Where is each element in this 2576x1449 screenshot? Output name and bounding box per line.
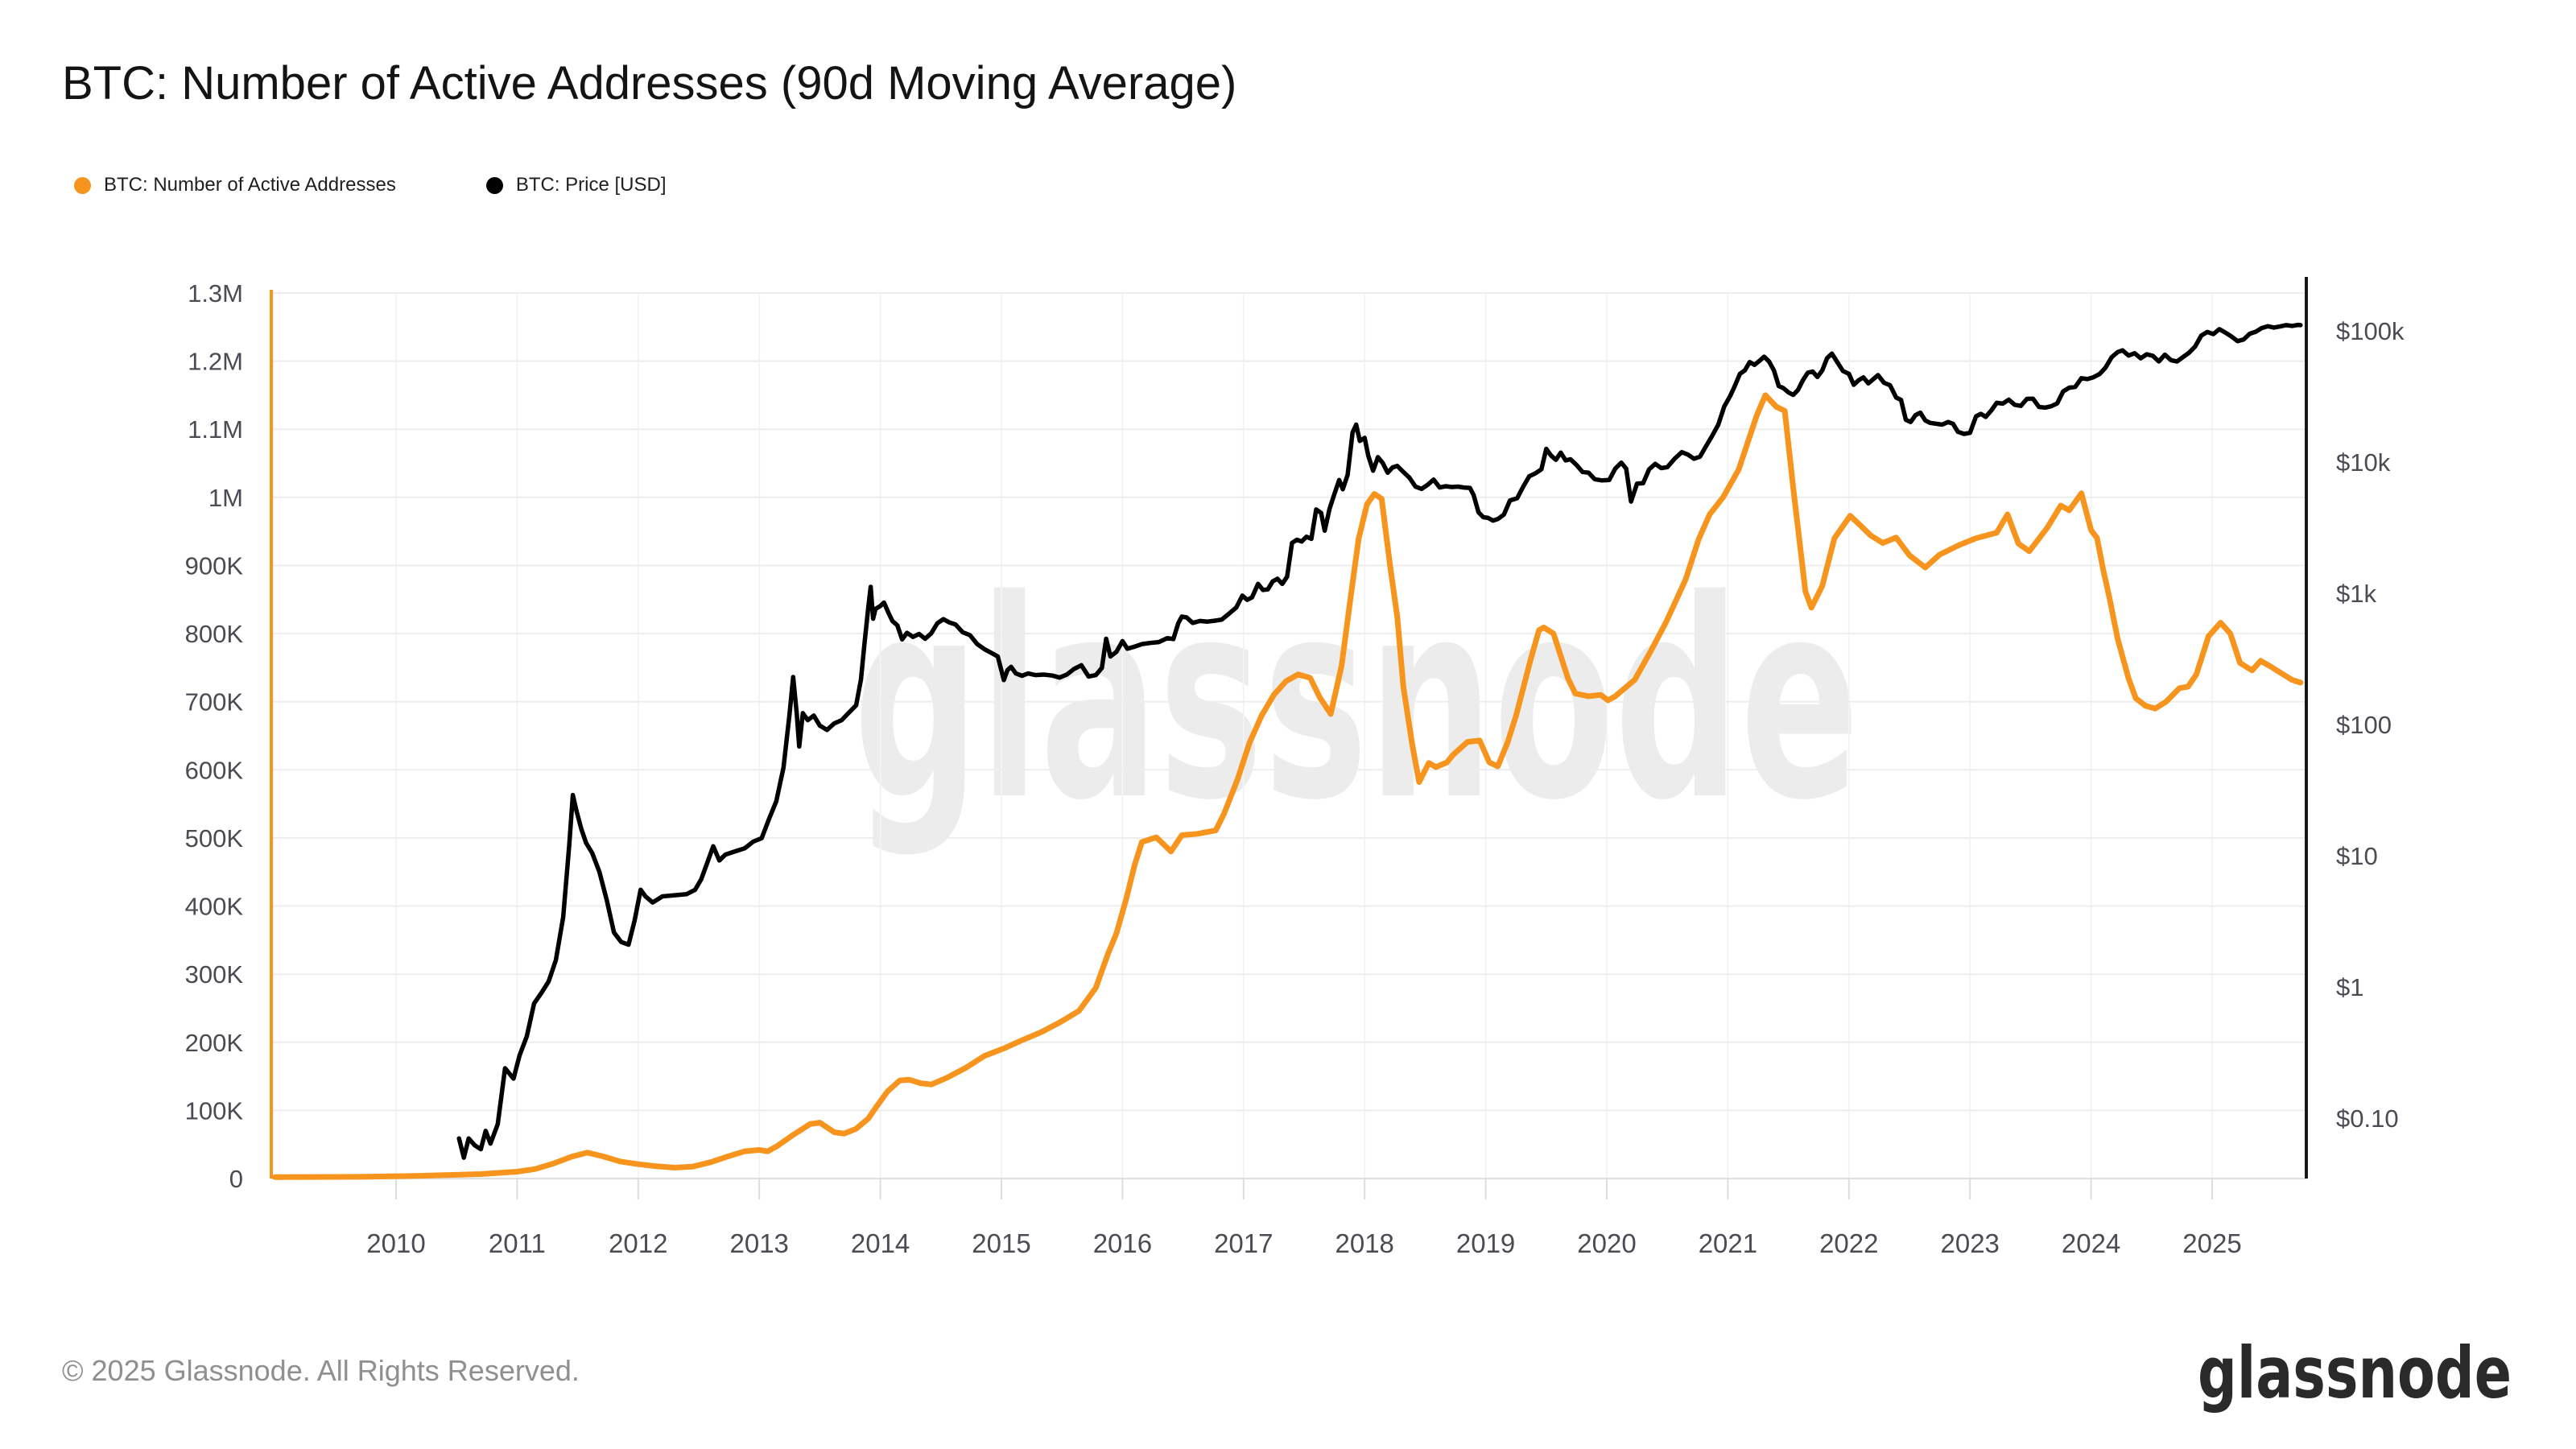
x-axis-tick-label: 2013: [729, 1228, 788, 1258]
right-axis-tick-label: $0.10: [2336, 1104, 2399, 1133]
x-axis-tick-label: 2020: [1577, 1228, 1636, 1258]
left-axis-tick-label: 100K: [185, 1096, 244, 1125]
legend: BTC: Number of Active Addresses BTC: Pri…: [74, 174, 667, 196]
series-active-addresses: [272, 392, 2304, 1180]
left-axis-tick-label: 1M: [208, 484, 243, 512]
left-axis-tick-label: 1.3M: [188, 279, 243, 308]
right-axis-tick-label: $1k: [2336, 580, 2376, 608]
left-axis-tick-label: 500K: [185, 824, 244, 852]
page-title: BTC: Number of Active Addresses (90d Mov…: [62, 57, 1237, 109]
x-axis-tick-label: 2012: [609, 1228, 667, 1258]
right-axis-tick-label: $1: [2336, 973, 2363, 1001]
left-axis-tick-label: 1.1M: [188, 415, 243, 444]
x-axis-tick-label: 2011: [489, 1228, 546, 1258]
legend-dot-active-addresses: [74, 176, 91, 194]
left-axis-tick-label: 900K: [185, 552, 244, 580]
x-axis-tick-label: 2022: [1819, 1228, 1878, 1258]
left-axis-tick-label: 700K: [185, 688, 244, 716]
legend-item-price[interactable]: BTC: Price [USD]: [485, 174, 667, 196]
series-price: [456, 322, 2303, 1160]
left-axis-tick-label: 300K: [185, 960, 244, 989]
x-axis-tick-label: 2018: [1335, 1228, 1393, 1258]
legend-label-price: BTC: Price [USD]: [515, 174, 667, 196]
copyright-text: © 2025 Glassnode. All Rights Reserved.: [62, 1354, 580, 1387]
x-axis-tick-label: 2010: [366, 1228, 425, 1258]
x-axis-tick-label: 2019: [1456, 1228, 1515, 1258]
left-axis-tick-label: 400K: [185, 893, 244, 921]
x-axis-tick-label: 2024: [2062, 1228, 2120, 1258]
x-axis-tick-label: 2014: [851, 1228, 910, 1258]
left-axis-tick-label: 800K: [185, 620, 244, 648]
right-axis-tick-label: $10: [2336, 842, 2378, 870]
glassnode-logo-text: glassnode: [2198, 1331, 2512, 1414]
legend-dot-price: [485, 176, 503, 194]
left-axis-tick-label: 600K: [185, 756, 244, 784]
left-axis-tick-label: 200K: [185, 1029, 244, 1057]
left-axis-tick-label: 1.2M: [188, 348, 243, 376]
legend-item-active-addresses[interactable]: BTC: Number of Active Addresses: [74, 174, 396, 196]
right-axis-tick-label: $100k: [2336, 317, 2405, 345]
x-axis-tick-label: 2016: [1093, 1228, 1152, 1258]
right-axis-tick-label: $100: [2336, 711, 2392, 739]
x-axis-tick-label: 2025: [2182, 1228, 2241, 1258]
right-axis-tick-label: $10k: [2336, 448, 2391, 477]
x-axis-tick-label: 2021: [1699, 1228, 1757, 1258]
x-axis-tick-label: 2017: [1214, 1228, 1273, 1258]
legend-label-active-addresses: BTC: Number of Active Addresses: [104, 174, 396, 196]
x-axis-tick-label: 2015: [972, 1228, 1030, 1258]
glassnode-logo: glassnode: [2198, 1331, 2512, 1414]
x-axis-tick-label: 2023: [1940, 1228, 1999, 1258]
left-axis-tick-label: 0: [229, 1165, 243, 1193]
